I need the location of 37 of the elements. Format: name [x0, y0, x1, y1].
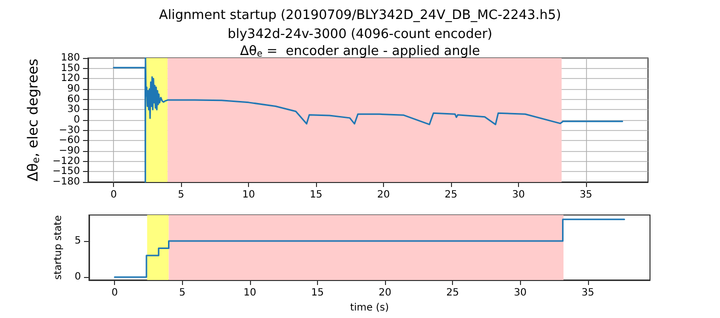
x-axis-title: time (s): [350, 302, 389, 314]
y-tick-label: −120: [52, 156, 80, 167]
chart-subtitle: bly342d-24v-3000 (4096-count encoder) Δθe = encoder angle - applied angle: [228, 27, 492, 60]
y-tick-label: −90: [58, 146, 80, 156]
y-tick-label: 0: [74, 272, 81, 283]
x-tick-label: 5: [179, 288, 186, 298]
x-tick-label: 35: [580, 190, 592, 200]
x-tick-label: 0: [111, 288, 118, 298]
x-tick-label: 15: [311, 288, 324, 298]
x-tick-label: 25: [446, 288, 460, 298]
x-tick-label: 5: [178, 190, 184, 200]
y-tick-label: 150: [60, 62, 80, 74]
x-tick-label: 30: [514, 288, 527, 298]
chart-title: Alignment startup (20190709/BLY342D_24V_DB_MC-2243.h5): [158, 8, 562, 23]
y-tick-label: 120: [60, 73, 80, 84]
y-tick-label: −30: [58, 124, 80, 136]
x-tick-label: 10: [242, 190, 255, 200]
y-tick-label: 60: [67, 94, 80, 105]
y-tick-label: 5: [74, 236, 81, 246]
y-tick-label: 180: [60, 52, 80, 64]
x-tick-label: 20: [378, 288, 392, 298]
x-tick-label: 10: [244, 288, 256, 298]
y-tick-label: 0: [74, 114, 80, 126]
y-axis-title: Δθe, elec degrees: [25, 58, 42, 182]
y-axis-title: startup state: [53, 215, 64, 280]
x-tick-label: 25: [444, 190, 458, 200]
x-tick-label: 30: [512, 190, 525, 200]
y-tick-label: −60: [58, 135, 80, 146]
x-tick-label: 0: [110, 190, 117, 200]
y-tick-label: −150: [52, 166, 80, 178]
y-tick-label: −180: [52, 176, 80, 188]
y-tick-label: 90: [67, 84, 80, 94]
line-series: [112, 57, 624, 183]
x-tick-label: 20: [377, 190, 390, 200]
x-tick-label: 15: [310, 190, 322, 200]
y-tick-label: 30: [67, 104, 80, 116]
x-tick-label: 35: [581, 288, 594, 298]
